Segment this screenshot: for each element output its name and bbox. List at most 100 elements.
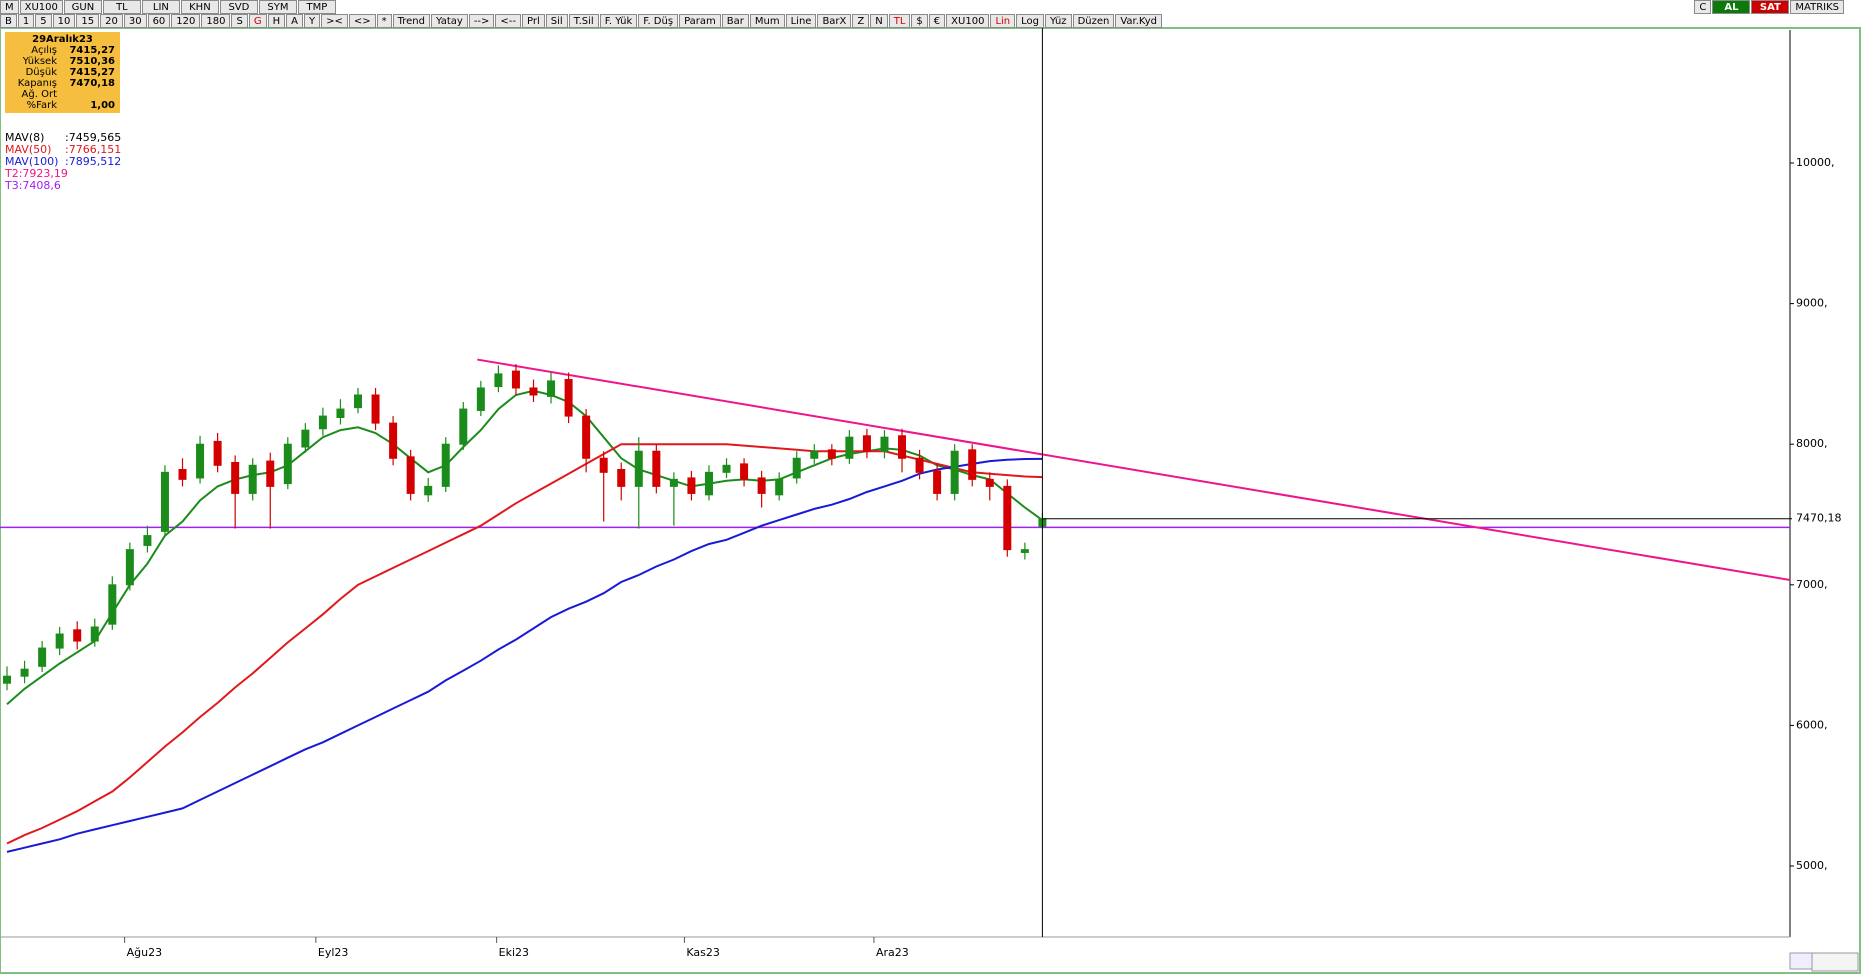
candle-body (125, 549, 134, 586)
info-key: Düşük (25, 67, 57, 78)
candle-body (160, 471, 169, 532)
zoom-icon[interactable] (1811, 952, 1859, 972)
toolbar-button[interactable]: >< (321, 14, 348, 28)
toolbar-button[interactable]: XU100 (946, 14, 990, 28)
toolbar-button[interactable]: 10 (52, 14, 76, 28)
legend-value: :7459,565 (65, 131, 122, 144)
toolbar-button[interactable]: 180 (201, 14, 231, 28)
toolbar-button[interactable]: Bar (721, 14, 749, 28)
candle-body (266, 460, 275, 487)
info-title: 29Aralık23 (32, 34, 93, 45)
toolbar-button[interactable]: Var.Kyd (1115, 14, 1163, 28)
toolbar-button[interactable]: Düzen (1072, 14, 1115, 28)
y-tick-label: 7000, (1796, 578, 1828, 591)
candle-body (775, 478, 784, 496)
candle-body (722, 464, 731, 473)
toolbar-button[interactable]: TMP (297, 0, 336, 14)
toolbar-button[interactable]: 5 (35, 14, 52, 28)
candle-body (354, 394, 362, 409)
toolbar-button[interactable]: A (286, 14, 303, 28)
toolbar-button[interactable]: Param (679, 14, 721, 28)
toolbar-button[interactable]: GUN (63, 0, 102, 14)
toolbar-button[interactable]: <> (348, 14, 376, 28)
toolbar-button[interactable]: XU100 (19, 0, 63, 14)
info-value: 7470,18 (69, 78, 115, 89)
toolbar-button[interactable]: G (248, 14, 267, 28)
candle-body (20, 668, 29, 677)
info-box: 29Aralık23 Açılış 7415,27 Yüksek 7510,36 Düşü… (5, 32, 120, 113)
toolbar-button[interactable]: H (267, 14, 286, 28)
candle-body (599, 457, 608, 473)
toolbar-row2: B 1 5 10 15 20 30 60 120 180 S G H A Y >< <> * Trend Yatay -… (0, 14, 1163, 28)
toolbar-button[interactable]: 1 (17, 14, 35, 28)
toolbar-button[interactable]: LIN (141, 0, 180, 14)
candle-body (178, 469, 187, 480)
candle-body (424, 485, 433, 496)
toolbar-button[interactable]: Z (852, 14, 870, 28)
info-value: 7415,27 (69, 45, 115, 56)
toolbar-button[interactable]: Line (785, 14, 817, 28)
candle-body (336, 408, 345, 418)
info-row: %Fark 1,00 (5, 100, 120, 111)
candle-body (669, 478, 678, 487)
legend-value: :7766,151 (65, 143, 122, 156)
candle-body (406, 456, 415, 494)
info-row: Açılış 7415,27 (5, 45, 120, 56)
toolbar-button[interactable]: Y (303, 14, 321, 28)
indicator-legend: MAV(8):7459,565 MAV(50):7766,151 MAV(100):… (5, 132, 121, 192)
toolbar-button[interactable]: € (928, 14, 946, 28)
frame (0, 27, 1861, 974)
toolbar-button[interactable]: M (0, 0, 19, 14)
toolbar-button[interactable]: 15 (76, 14, 100, 28)
toolbar-button[interactable]: KHN (180, 0, 219, 14)
toolbar-button[interactable]: C (1694, 0, 1712, 14)
x-tick-label: Ara23 (876, 946, 909, 959)
y-tick-label: 9000, (1796, 297, 1828, 310)
toolbar-button[interactable]: Sil (545, 14, 568, 28)
toolbar-button[interactable]: BarX (817, 14, 852, 28)
toolbar-button[interactable]: Trend (392, 14, 430, 28)
candle-body (985, 478, 994, 487)
candle-body (687, 477, 696, 494)
toolbar-button[interactable]: N (870, 14, 888, 28)
toolbar-button[interactable]: 120 (171, 14, 201, 28)
toolbar-button[interactable]: Mum (749, 14, 785, 28)
trend-line (477, 358, 1791, 582)
toolbar-button[interactable]: Log (1016, 14, 1044, 28)
candle-body (108, 584, 117, 625)
toolbar-button[interactable]: --> (468, 14, 495, 28)
toolbar-button[interactable]: F. Yük (599, 14, 638, 28)
toolbar-button[interactable]: TL (888, 14, 911, 28)
toolbar-button[interactable]: MATRIKS (1790, 0, 1844, 14)
toolbar-button[interactable]: Prl (522, 14, 545, 28)
candle-body (898, 435, 907, 459)
toolbar-button[interactable]: AL (1712, 0, 1751, 14)
toolbar-button[interactable]: 30 (123, 14, 147, 28)
toolbar-button[interactable]: Lin (990, 14, 1016, 28)
toolbar-button[interactable]: $ (911, 14, 928, 28)
toolbar-button[interactable]: Yüz (1045, 14, 1072, 28)
candle-body (3, 675, 12, 684)
toolbar-button[interactable]: SYM (258, 0, 297, 14)
toolbar-button[interactable]: Yatay (430, 14, 468, 28)
toolbar-button[interactable]: SVD (219, 0, 258, 14)
toolbar-button[interactable]: T.Sil (568, 14, 599, 28)
toolbar-button[interactable]: 60 (147, 14, 171, 28)
info-value: 7415,27 (69, 67, 115, 78)
candle-body (862, 435, 871, 452)
toolbar-button[interactable]: <-- (495, 14, 522, 28)
toolbar-button[interactable]: S (231, 14, 248, 28)
candle-body (389, 422, 398, 459)
toolbar-button[interactable]: B (0, 14, 17, 28)
toolbar-button[interactable]: * (376, 14, 392, 28)
candle-body (511, 370, 520, 389)
legend-name: MAV(100) (5, 155, 59, 168)
candle-body (494, 373, 503, 388)
toolbar-button[interactable]: TL (102, 0, 141, 14)
candle-body (792, 457, 801, 479)
candle-body (652, 450, 661, 487)
toolbar-button[interactable]: SAT (1751, 0, 1790, 14)
candle-body (459, 408, 468, 445)
toolbar-button[interactable]: F. Düş (638, 14, 679, 28)
toolbar-button[interactable]: 20 (100, 14, 123, 28)
